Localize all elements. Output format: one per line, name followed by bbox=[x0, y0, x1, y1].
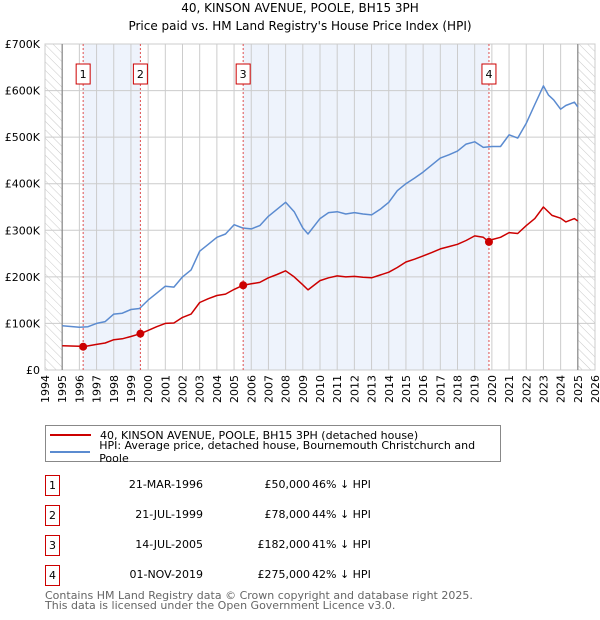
chart-title: 40, KINSON AVENUE, POOLE, BH15 3PH bbox=[181, 1, 419, 15]
x-tick-label: 2014 bbox=[383, 375, 396, 403]
footer-licence: This data is licensed under the Open Gov… bbox=[45, 599, 396, 612]
x-tick-label: 1998 bbox=[108, 375, 121, 403]
x-tick-label: 2018 bbox=[452, 375, 465, 403]
x-tick-label: 2021 bbox=[503, 375, 516, 403]
x-tick-label: 2015 bbox=[400, 375, 413, 403]
no-data-region bbox=[577, 44, 595, 370]
sale-marker-badge: 1 bbox=[45, 475, 60, 496]
x-tick-label: 2024 bbox=[555, 375, 568, 403]
sale-row: 1 21-MAR-1996 £50,000 46% ↓ HPI bbox=[45, 475, 445, 496]
x-tick-label: 2020 bbox=[486, 375, 499, 403]
y-tick-label: £600K bbox=[5, 85, 41, 98]
shaded-period bbox=[243, 44, 489, 370]
y-tick-label: £300K bbox=[5, 224, 41, 237]
y-tick-label: £0 bbox=[26, 364, 40, 377]
x-tick-label: 1997 bbox=[91, 375, 104, 403]
price-chart: 1 2 3 4 1994 1995 1996 1997 1998 1999 2000 2001 2002… bbox=[5, 38, 600, 403]
sale-price: £50,000 bbox=[264, 478, 311, 491]
sale-price: £78,000 bbox=[264, 508, 311, 521]
sale-badge-box bbox=[75, 63, 91, 85]
x-tick-label: 2008 bbox=[280, 375, 293, 403]
x-tick-label: 2019 bbox=[469, 375, 482, 403]
sale-hpi-diff: 46% ↓ HPI bbox=[312, 478, 371, 491]
x-tick-label: 2003 bbox=[194, 375, 207, 403]
sale-price: £275,000 bbox=[257, 568, 311, 581]
shaded-period bbox=[83, 44, 141, 370]
plot-frame bbox=[44, 43, 596, 371]
x-tick-label: 1999 bbox=[125, 375, 138, 403]
x-tick-label: 2005 bbox=[228, 375, 241, 403]
x-tick-label: 2001 bbox=[159, 375, 172, 403]
x-tick-label: 2012 bbox=[348, 375, 361, 403]
x-tick-label: 1996 bbox=[73, 375, 86, 403]
sale-hpi-diff: 42% ↓ HPI bbox=[312, 568, 371, 581]
y-tick-label: £400K bbox=[5, 178, 41, 191]
sale-badge-label: 2 bbox=[137, 68, 144, 81]
legend-swatch-hpi bbox=[50, 451, 91, 453]
y-tick-label: £100K bbox=[5, 317, 41, 330]
sale-point bbox=[136, 329, 145, 338]
x-tick-label: 2023 bbox=[537, 375, 550, 403]
sale-point bbox=[239, 281, 248, 290]
chart-legend: 40, KINSON AVENUE, POOLE, BH15 3PH (deta… bbox=[45, 425, 501, 465]
sale-date: 01-NOV-2019 bbox=[129, 568, 203, 581]
x-tick-label: 2022 bbox=[520, 375, 533, 403]
property-price-line bbox=[62, 206, 579, 348]
legend-swatch-property bbox=[50, 434, 91, 436]
x-tick-label: 2017 bbox=[434, 375, 447, 403]
sale-badge-box bbox=[481, 63, 497, 85]
sale-row: 3 14-JUL-2005 £182,000 41% ↓ HPI bbox=[45, 535, 445, 556]
sale-marker-badge: 3 bbox=[45, 535, 60, 556]
sale-badge-label: 3 bbox=[240, 68, 247, 81]
sale-badge-label: 4 bbox=[485, 68, 492, 81]
x-tick-label: 2002 bbox=[177, 375, 190, 403]
x-tick-label: 2007 bbox=[262, 375, 275, 403]
chart-subtitle: Price paid vs. HM Land Registry's House … bbox=[128, 19, 472, 33]
sale-row: 2 21-JUL-1999 £78,000 44% ↓ HPI bbox=[45, 505, 445, 526]
legend-label-property: 40, KINSON AVENUE, POOLE, BH15 3PH (deta… bbox=[100, 428, 419, 442]
sale-badge-box bbox=[235, 63, 251, 85]
x-tick-label: 2011 bbox=[331, 375, 344, 403]
sale-point bbox=[484, 237, 493, 246]
x-tick-label: 2004 bbox=[211, 375, 224, 403]
x-tick-label: 1995 bbox=[56, 375, 69, 403]
sale-price: £182,000 bbox=[257, 538, 311, 551]
sale-row: 4 01-NOV-2019 £275,000 42% ↓ HPI bbox=[45, 565, 445, 586]
x-tick-label: 2010 bbox=[314, 375, 327, 403]
sale-marker-badge: 4 bbox=[45, 565, 60, 586]
x-tick-label: 2026 bbox=[589, 375, 600, 403]
sale-hpi-diff: 41% ↓ HPI bbox=[312, 538, 371, 551]
x-tick-label: 2006 bbox=[245, 375, 258, 403]
legend-label-hpi: HPI: Average price, detached house, Bour… bbox=[99, 439, 476, 465]
x-tick-label: 2025 bbox=[572, 375, 585, 403]
footer-copyright: Contains HM Land Registry data © Crown c… bbox=[45, 589, 473, 602]
sale-badge-box bbox=[132, 63, 148, 85]
x-tick-label: 2000 bbox=[142, 375, 155, 403]
legend-item-hpi: HPI: Average price, detached house, Bour… bbox=[50, 439, 500, 465]
no-data-region bbox=[45, 44, 63, 370]
sale-marker-badge: 2 bbox=[45, 505, 60, 526]
y-tick-label: £200K bbox=[5, 271, 41, 284]
y-tick-label: £700K bbox=[5, 38, 41, 51]
x-tick-label: 2009 bbox=[297, 375, 310, 403]
x-tick-label: 2016 bbox=[417, 375, 430, 403]
sale-date: 21-JUL-1999 bbox=[135, 508, 203, 521]
sale-date: 14-JUL-2005 bbox=[135, 538, 203, 551]
sale-date: 21-MAR-1996 bbox=[128, 478, 203, 491]
hpi-line bbox=[62, 85, 579, 328]
y-tick-label: £500K bbox=[5, 131, 41, 144]
sale-point bbox=[79, 342, 88, 351]
sale-hpi-diff: 44% ↓ HPI bbox=[312, 508, 371, 521]
sale-badge-label: 1 bbox=[80, 68, 87, 81]
legend-item-property: 40, KINSON AVENUE, POOLE, BH15 3PH (deta… bbox=[50, 427, 418, 443]
x-tick-label: 2013 bbox=[366, 375, 379, 403]
x-tick-label: 1994 bbox=[39, 375, 52, 403]
